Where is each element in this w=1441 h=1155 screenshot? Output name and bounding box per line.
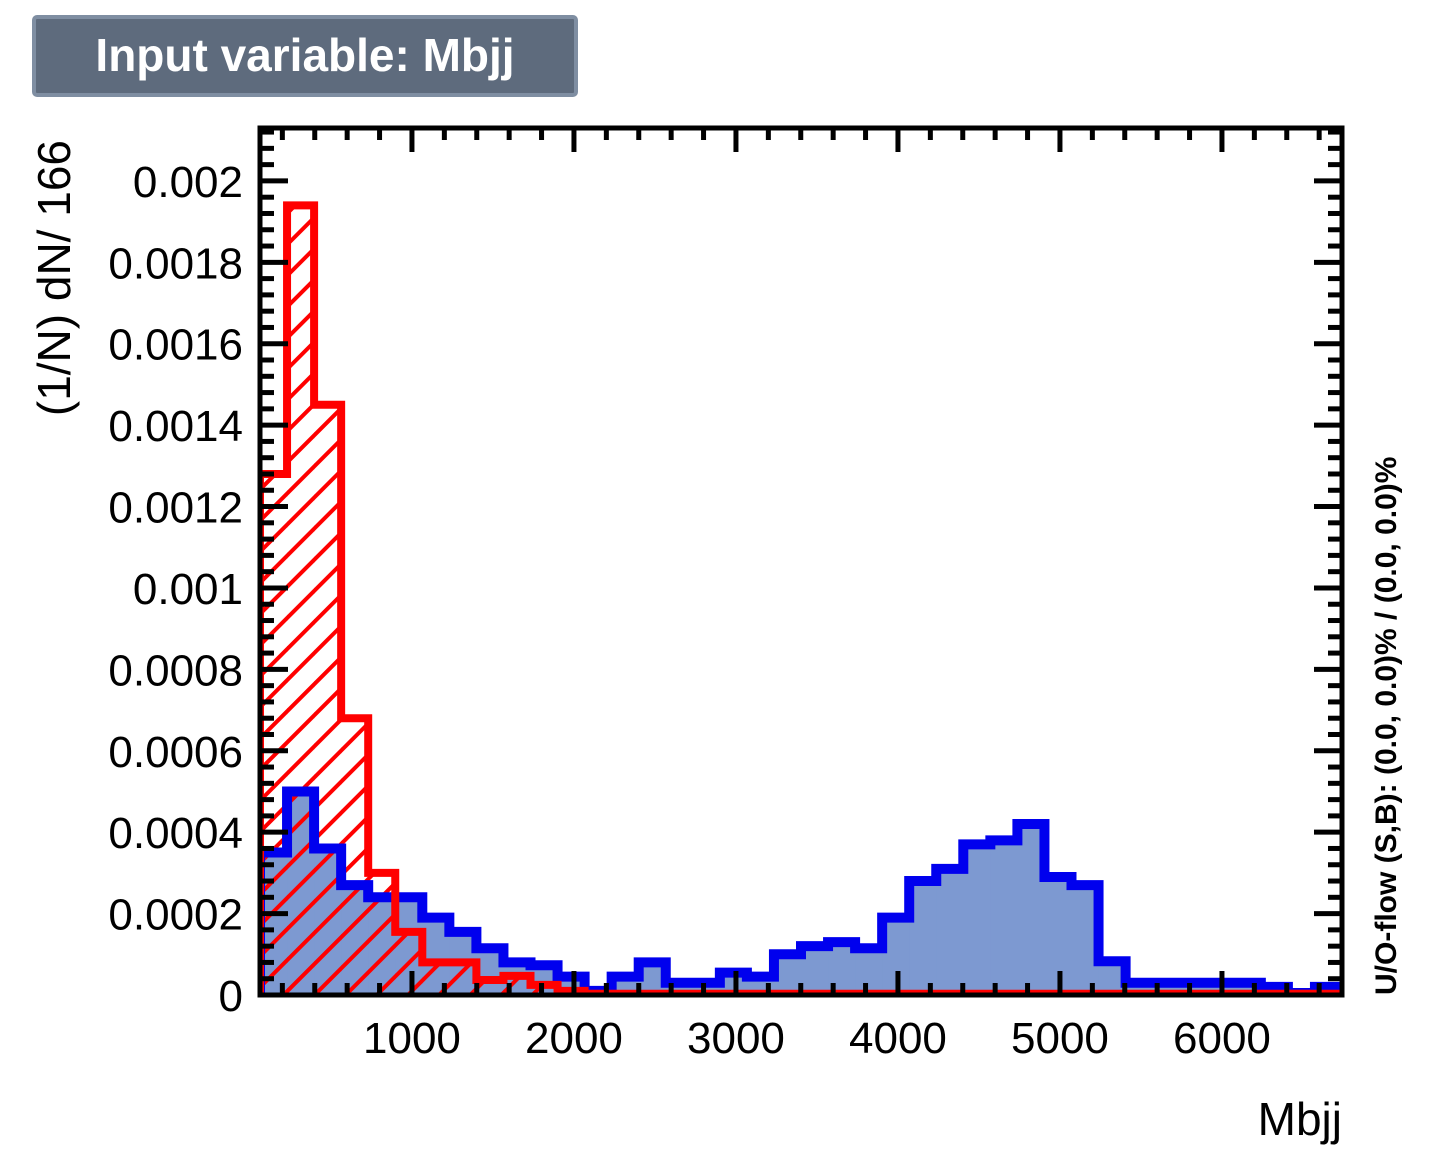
signal-histogram-outline <box>260 786 1342 995</box>
x-tick-label: 5000 <box>1011 1014 1109 1063</box>
axis-ticks <box>260 128 1342 998</box>
y-tick-label: 0.0006 <box>108 728 243 777</box>
signal-bin <box>855 948 883 995</box>
y-tick-label: 0.0018 <box>108 239 243 288</box>
x-tick-labels: 1000 2000 3000 4000 5000 6000 <box>363 1014 1271 1063</box>
x-tick-label: 2000 <box>525 1014 623 1063</box>
background-bin <box>449 962 477 995</box>
x-tick-label: 1000 <box>363 1014 461 1063</box>
y-tick-label: 0.0008 <box>108 646 243 695</box>
y-tick-label: 0.0016 <box>108 321 243 370</box>
chart-title: Input variable: Mbjj <box>95 29 514 81</box>
background-bin <box>395 931 423 995</box>
y-axis-title: (1/N) dN/ 166 <box>28 140 80 416</box>
background-histogram-outline <box>260 201 1342 995</box>
y-tick-labels: 0 0.0002 0.0004 0.0006 0.0008 0.001 0.0012 0.00… <box>108 158 243 1021</box>
x-tick-label: 3000 <box>687 1014 785 1063</box>
background-bin <box>530 984 559 995</box>
title-box-background <box>32 15 578 97</box>
overflow-annotation: U/O-flow (S,B): (0.0, 0.0)% / (0.0, 0.0)… <box>1370 457 1403 995</box>
y-tick-label: 0 <box>219 972 243 1021</box>
x-tick-label: 4000 <box>849 1014 947 1063</box>
y-tick-label: 0.0002 <box>108 891 243 940</box>
y-tick-label: 0.0004 <box>108 809 243 858</box>
background-hatch-bins <box>260 205 1342 995</box>
signal-bin <box>936 868 964 995</box>
x-axis-title: Mbjj <box>1258 1093 1342 1145</box>
background-bin <box>287 205 315 995</box>
signal-bin <box>990 840 1018 995</box>
plot-area <box>260 201 1342 995</box>
y-tick-label: 0.0014 <box>108 402 243 451</box>
y-tick-label: 0.001 <box>133 565 243 614</box>
plot-frame <box>257 125 1345 998</box>
title-box: Input variable: Mbjj <box>32 15 578 97</box>
background-bin <box>314 404 342 995</box>
y-tick-label: 0.0012 <box>108 484 243 533</box>
y-tick-label: 0.002 <box>133 158 243 207</box>
x-tick-label: 6000 <box>1173 1014 1271 1063</box>
